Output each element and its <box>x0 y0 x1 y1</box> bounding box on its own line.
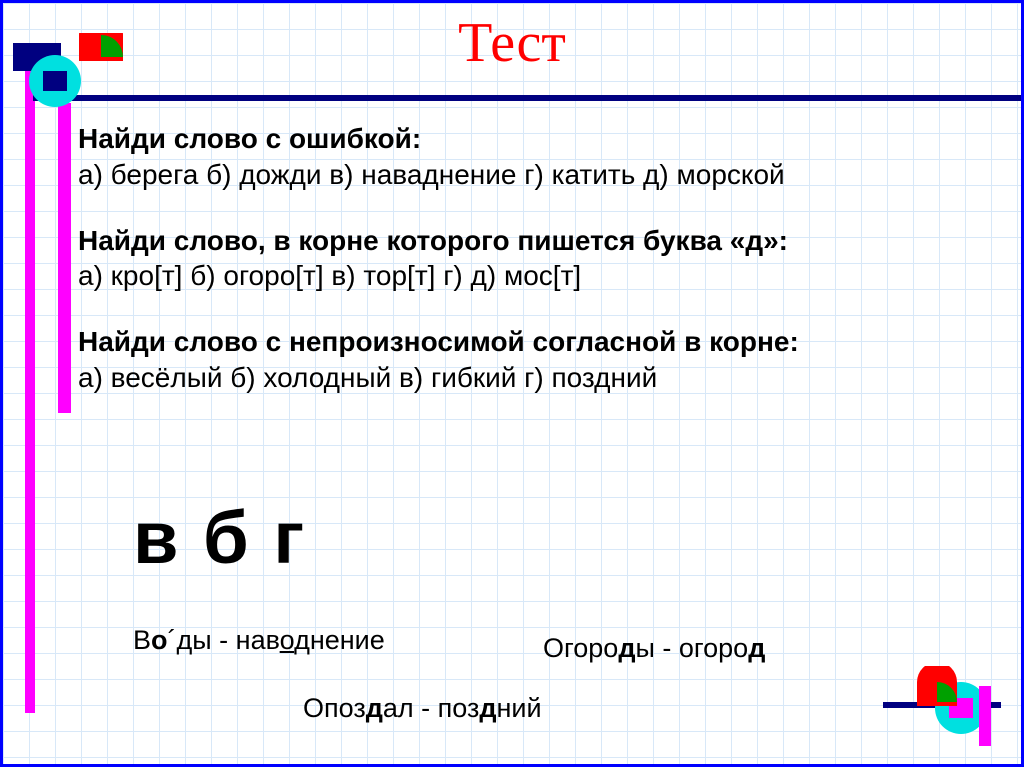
answers-text: в б г <box>133 495 306 580</box>
explanation-3-bold-2: д <box>479 693 496 723</box>
title-underline <box>33 95 1021 101</box>
explanation-3-bold-1: д <box>366 693 383 723</box>
deco-vertical-bar-outer <box>25 63 35 713</box>
question-1-prompt: Найди слово с ошибкой: <box>78 121 961 157</box>
question-3-prompt: Найди слово с непроизносимой согласной в… <box>78 324 961 360</box>
explanation-3-pre: Опоз <box>303 693 366 723</box>
explanation-1-pre: В <box>133 625 151 655</box>
explanation-2-bold-1: д <box>618 633 635 663</box>
question-2-options: а) кро[т] б) огоро[т] в) тор[т] г) д) мо… <box>78 258 961 294</box>
corner-deco-bottom-right <box>883 666 1013 756</box>
question-2-prompt: Найди слово, в корне которого пишется бу… <box>78 223 961 259</box>
question-1-options: а) берега б) дожди в) наваднение г) кати… <box>78 157 961 193</box>
explanation-2-pre: Огоро <box>543 633 618 663</box>
slide: Тест Найди слово с ошибкой: а) берега б)… <box>0 0 1024 767</box>
question-3-options: а) весёлый б) холодный в) гибкий г) позд… <box>78 360 961 396</box>
deco-vertical-bar-inner <box>58 103 71 413</box>
slide-title: Тест <box>3 11 1021 75</box>
explanation-1-accent-mark: ´ <box>168 625 177 655</box>
explanation-2: Огороды - огород <box>543 633 765 664</box>
explanation-2-mid: ы - огоро <box>635 633 748 663</box>
explanation-1-accent-letter: о <box>151 625 168 655</box>
explanation-2-bold-2: д <box>748 633 765 663</box>
explanation-1-underlined: о <box>280 625 294 655</box>
explanation-1-post: днение <box>294 625 385 655</box>
explanation-1-mid: ды - нав <box>177 625 280 655</box>
corner-deco-top-left <box>13 33 133 113</box>
questions-block: Найди слово с ошибкой: а) берега б) дожд… <box>78 121 961 426</box>
explanation-1: Во´ды - наводнение <box>133 625 385 656</box>
explanation-3-post: ний <box>496 693 541 723</box>
explanation-3-mid: ал - поз <box>383 693 479 723</box>
explanation-3: Опоздал - поздний <box>303 693 542 724</box>
